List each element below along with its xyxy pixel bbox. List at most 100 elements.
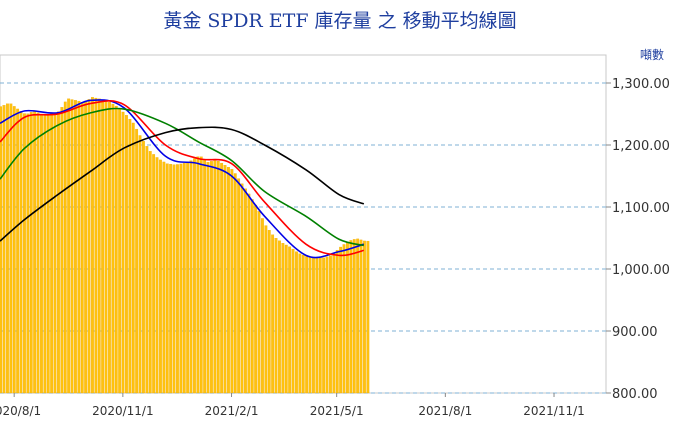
bar <box>237 178 241 394</box>
bar <box>63 101 67 394</box>
bar <box>111 103 115 394</box>
bar <box>152 154 156 394</box>
bar <box>145 146 149 394</box>
bar <box>196 156 200 394</box>
bar <box>97 98 101 394</box>
bar <box>264 225 268 394</box>
bar <box>155 157 159 394</box>
bar <box>6 103 9 394</box>
chart-title: 黃金 SPDR ETF 庫存量 之 移動平均線圖 <box>163 10 517 32</box>
moving-average-line <box>0 126 365 242</box>
bar <box>128 118 132 394</box>
bar <box>206 162 210 394</box>
bar <box>356 238 360 394</box>
bar <box>366 240 370 394</box>
bar <box>223 165 227 394</box>
bar <box>186 161 190 394</box>
bar <box>121 111 125 394</box>
bar <box>43 114 47 394</box>
bar <box>94 97 98 394</box>
x-tick-label: 2020/11/1 <box>92 404 154 418</box>
bar <box>162 161 166 394</box>
y-tick-label: 1,000.00 <box>612 263 670 278</box>
bar <box>148 151 152 394</box>
bar <box>169 164 173 394</box>
bar <box>60 107 64 394</box>
bar <box>176 164 179 394</box>
bar <box>274 238 278 394</box>
bar <box>295 251 298 394</box>
bar <box>33 110 37 394</box>
bar <box>135 128 139 394</box>
bar <box>298 253 302 394</box>
y-tick-label: 800.00 <box>612 387 658 402</box>
bar <box>165 163 169 394</box>
bar <box>359 239 363 394</box>
bar <box>84 101 88 394</box>
bar <box>322 257 326 394</box>
x-tick-label: 2021/5/1 <box>310 404 364 418</box>
bar <box>329 255 332 394</box>
bar <box>159 159 162 394</box>
bar <box>199 156 203 394</box>
bar <box>227 167 230 394</box>
bar <box>0 106 3 394</box>
bar <box>346 241 349 394</box>
bar <box>40 114 43 394</box>
bar <box>179 163 183 394</box>
bar <box>189 160 193 394</box>
y-tick-label: 1,300.00 <box>612 77 670 92</box>
bar <box>240 183 244 394</box>
bar <box>308 256 312 394</box>
bar <box>305 256 309 394</box>
bar <box>325 256 329 394</box>
bar <box>315 257 319 394</box>
bar <box>125 115 128 394</box>
moving-average-line <box>0 99 365 259</box>
bar <box>26 113 30 394</box>
y-tick-label: 1,200.00 <box>612 139 670 154</box>
bar <box>261 218 264 394</box>
bar <box>2 105 6 394</box>
bar <box>352 239 356 394</box>
x-tick-label: 2021/11/1 <box>523 404 585 418</box>
x-tick-label: 2020/8/1 <box>0 404 41 418</box>
bar <box>50 113 54 394</box>
bar <box>220 162 224 394</box>
bar <box>23 113 26 394</box>
bar <box>342 244 346 394</box>
bar <box>16 108 20 394</box>
bar <box>91 97 94 394</box>
bar <box>339 246 343 394</box>
bar <box>278 240 281 394</box>
bar <box>363 240 366 394</box>
x-tick-label: 2021/2/1 <box>205 404 259 418</box>
bar <box>301 254 305 394</box>
bar <box>247 193 251 394</box>
bar <box>104 100 108 394</box>
bar <box>36 112 40 394</box>
moving-average-line <box>0 100 365 257</box>
bar <box>349 240 353 394</box>
bar <box>9 103 13 394</box>
bar <box>244 188 247 394</box>
bar <box>108 101 111 394</box>
bar <box>70 99 74 394</box>
bar <box>291 248 295 394</box>
bar <box>67 98 71 394</box>
bar <box>29 112 33 394</box>
bar <box>216 160 220 394</box>
bar <box>210 161 213 394</box>
bar <box>267 230 271 394</box>
bar <box>288 246 292 394</box>
x-tick-label: 2021/8/1 <box>418 404 472 418</box>
bar <box>250 199 254 394</box>
bar <box>138 135 142 394</box>
bar <box>318 257 322 394</box>
bar <box>114 105 118 394</box>
bar <box>335 250 339 394</box>
bar <box>312 257 315 394</box>
bar <box>193 158 196 394</box>
